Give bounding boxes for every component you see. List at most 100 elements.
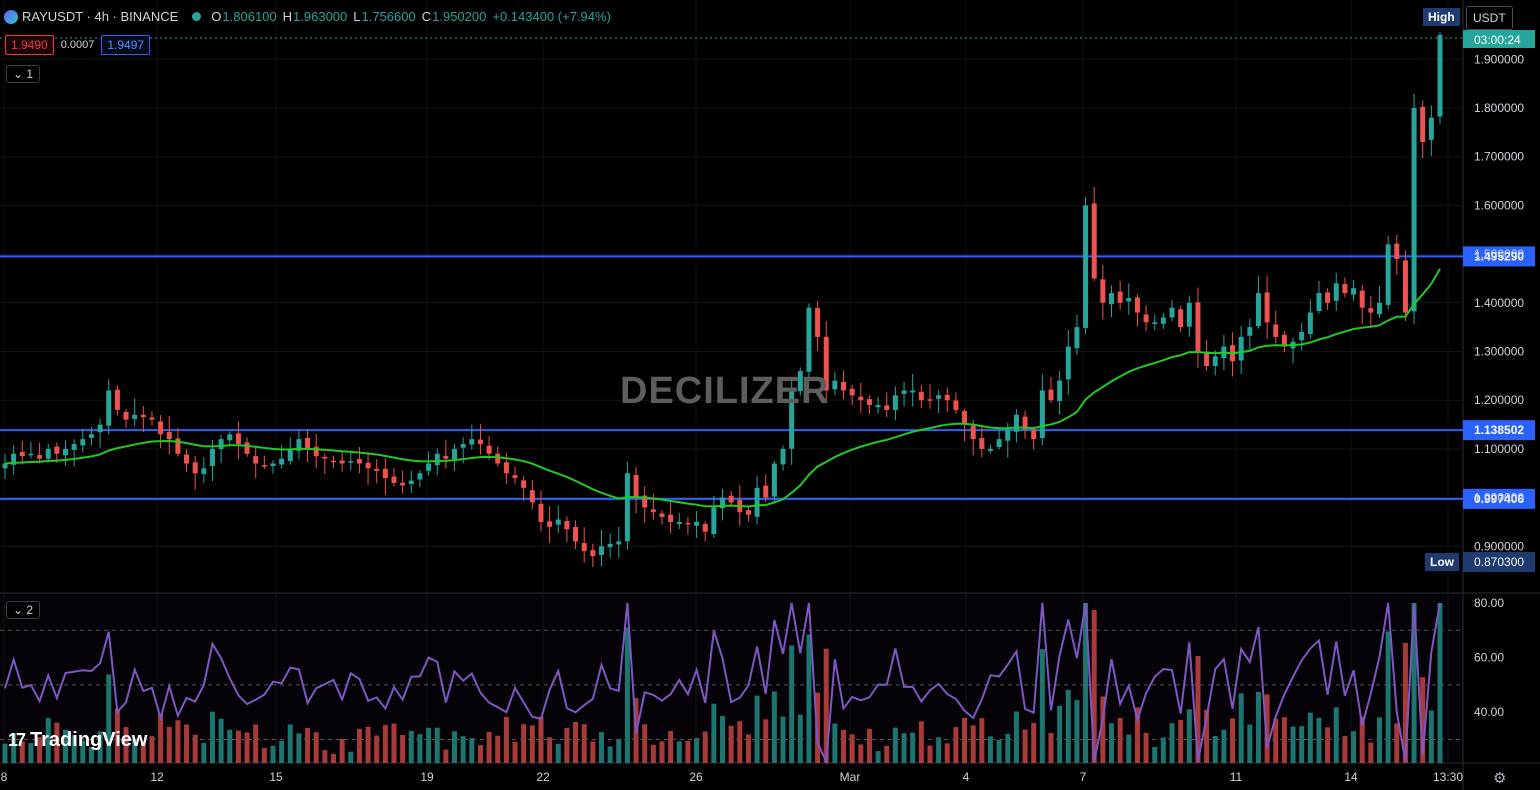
candle-body <box>1091 203 1097 279</box>
level-label-bg <box>1463 246 1535 267</box>
candle-body <box>1437 34 1443 117</box>
volume-bar <box>979 718 985 763</box>
volume-bar <box>581 724 587 763</box>
candle-body <box>184 454 190 464</box>
candle-body <box>849 388 855 396</box>
volume-bar <box>365 726 371 763</box>
time-tick-label: 4 <box>963 770 970 784</box>
price-tick-label: 1.300000 <box>1474 345 1524 359</box>
candle-body <box>823 336 829 391</box>
ask-price[interactable]: 1.9497 <box>101 35 151 55</box>
candle-body <box>322 456 328 459</box>
candle-body <box>1385 244 1391 305</box>
currency-button[interactable]: USDT <box>1466 6 1513 30</box>
volume-bar <box>1100 696 1106 763</box>
candle-body <box>270 463 276 467</box>
volume-bar <box>737 721 743 763</box>
volume-bar <box>97 731 103 763</box>
candle-body <box>279 458 285 465</box>
price-tick-label: 1.900000 <box>1474 52 1524 66</box>
volume-bar <box>477 745 483 763</box>
volume-bar <box>227 729 233 763</box>
volume-bar <box>1152 746 1158 763</box>
volume-bar <box>1402 642 1408 763</box>
bid-price[interactable]: 1.9490 <box>5 35 54 55</box>
main-pane-toggle[interactable]: ⌄ 1 <box>6 65 41 83</box>
candle-body <box>1109 293 1115 305</box>
candle-body <box>486 445 492 454</box>
time-tick-label: 11 <box>1230 770 1243 784</box>
volume-bar <box>382 725 388 763</box>
volume-bar <box>261 748 267 763</box>
volume-bar <box>598 732 604 763</box>
volume-bar <box>330 753 336 763</box>
volume-bar <box>711 703 717 763</box>
volume-bar <box>1273 718 1279 763</box>
volume-bar <box>244 732 250 763</box>
volume-bar <box>192 734 198 763</box>
bid-ask: 1.9490 0.0007 1.9497 <box>5 35 151 55</box>
candle-body <box>1316 293 1322 311</box>
candle-body <box>521 480 527 488</box>
open-label: O <box>211 9 222 24</box>
candle-body <box>547 521 553 527</box>
volume-bar <box>944 743 950 763</box>
candle-body <box>235 433 241 445</box>
price-tick-label: 1.700000 <box>1474 150 1524 164</box>
volume-bar <box>555 743 561 763</box>
level-label-bg <box>1463 488 1535 509</box>
close-label: C <box>421 9 432 24</box>
volume-bar <box>694 738 700 763</box>
candle-body <box>901 390 907 394</box>
rsi-tick-label: 40.00 <box>1474 705 1504 719</box>
high-button[interactable]: High <box>1423 8 1460 26</box>
candle-body <box>962 411 968 425</box>
tradingview-logo[interactable]: 17 TradingView <box>8 729 147 752</box>
candle-body <box>253 456 259 464</box>
candle-body <box>512 475 518 479</box>
time-tick-label: 22 <box>536 770 550 784</box>
candles <box>2 32 1443 568</box>
candle-body <box>287 448 293 462</box>
candle-body <box>97 424 103 433</box>
watermark: DECILIZER <box>620 370 830 412</box>
volume-bar <box>676 741 682 763</box>
candle-body <box>720 497 725 509</box>
rsi-tick-label: 80.00 <box>1474 596 1504 610</box>
candle-body <box>642 495 648 508</box>
volume-bar <box>348 751 354 763</box>
candle-body <box>918 391 924 401</box>
volume-bar <box>313 732 319 763</box>
volume-bar <box>1091 609 1097 763</box>
volume-bar <box>106 674 112 763</box>
volume-bar <box>1212 735 1218 763</box>
symbol-label[interactable]: RAYUSDT · 4h · BINANCE <box>22 9 179 24</box>
price-tick-label: 1.500000 <box>1474 247 1524 261</box>
candle-body <box>1160 317 1166 324</box>
candle-body <box>529 490 535 503</box>
candle-body <box>2 463 8 469</box>
volume-bar <box>1394 723 1400 763</box>
low-button[interactable]: Low <box>1425 553 1459 571</box>
candle-body <box>192 462 198 474</box>
candle-body <box>1333 283 1339 301</box>
rsi-pane-toggle[interactable]: ⌄ 2 <box>6 601 41 619</box>
volume-bar <box>469 738 475 763</box>
volume-bar <box>339 738 345 763</box>
low-value: 1.756600 <box>361 9 416 24</box>
candle-body <box>37 455 43 459</box>
candle-body <box>114 389 120 410</box>
candle-body <box>979 438 985 449</box>
candle-body <box>149 417 155 420</box>
volume-bar <box>270 745 276 763</box>
volume-bar <box>1333 707 1339 763</box>
volume-bar <box>1411 603 1417 763</box>
candle-body <box>417 473 423 480</box>
settings-gear-icon[interactable]: ⚙ <box>1493 770 1507 787</box>
low-price-label: 0.870300 <box>1474 555 1524 569</box>
volume-bar <box>184 724 190 763</box>
candle-body <box>305 437 311 449</box>
candle-body <box>382 468 388 479</box>
volume-bar <box>642 724 648 763</box>
